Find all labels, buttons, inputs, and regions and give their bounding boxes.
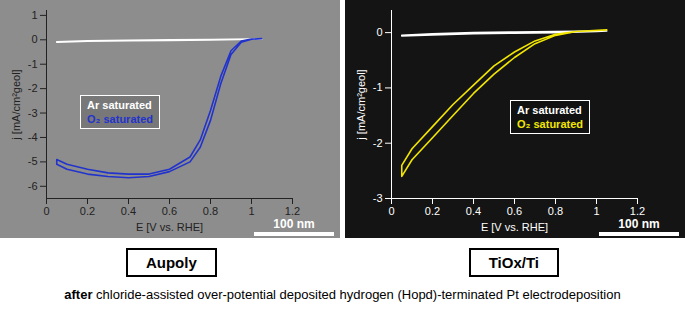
svg-text:-2: -2 — [373, 137, 383, 149]
svg-text:0: 0 — [43, 205, 49, 217]
svg-text:0.2: 0.2 — [425, 205, 440, 217]
svg-text:1: 1 — [248, 205, 254, 217]
svg-text:1: 1 — [31, 9, 37, 21]
svg-text:E [V vs. RHE]: E [V vs. RHE] — [481, 221, 548, 233]
svg-text:0.6: 0.6 — [162, 205, 177, 217]
svg-text:-1: -1 — [28, 58, 38, 70]
svg-text:0: 0 — [376, 26, 382, 38]
html-text:O₂ saturated: O₂ saturated — [517, 118, 583, 130]
svg-text:-1: -1 — [373, 81, 383, 93]
html-text:100 nm: 100 nm — [273, 217, 315, 231]
svg-text:E [V vs. RHE]: E [V vs. RHE] — [136, 221, 203, 233]
svg-text:j [mA/cm²geol]: j [mA/cm²geol] — [355, 69, 367, 140]
html-text:Aupoly: Aupoly — [146, 254, 197, 271]
svg-text:-4: -4 — [28, 131, 38, 143]
svg-text:0: 0 — [388, 205, 394, 217]
html-text:TiOx/Ti: TiOx/Ti — [488, 254, 539, 271]
svg-text:0.6: 0.6 — [507, 205, 522, 217]
svg-text:0: 0 — [31, 33, 37, 45]
svg-text:0.8: 0.8 — [203, 205, 218, 217]
html-text:Ar saturated: Ar saturated — [517, 104, 582, 116]
svg-text:1.2: 1.2 — [630, 205, 645, 217]
svg-text:j [mA/cm²geol]: j [mA/cm²geol] — [10, 69, 22, 140]
svg-text:0.8: 0.8 — [548, 205, 563, 217]
html-text:O₂ saturated: O₂ saturated — [87, 113, 153, 125]
svg-text:1.2: 1.2 — [285, 205, 300, 217]
svg-text:0.4: 0.4 — [121, 205, 136, 217]
svg-text:-3: -3 — [28, 107, 38, 119]
svg-text:0.4: 0.4 — [466, 205, 481, 217]
svg-text:-5: -5 — [28, 155, 38, 167]
html-text:Ar saturated: Ar saturated — [87, 99, 152, 111]
svg-text:-6: -6 — [28, 180, 38, 192]
svg-text:1: 1 — [593, 205, 599, 217]
svg-text:0.2: 0.2 — [80, 205, 95, 217]
svg-text:-2: -2 — [28, 82, 38, 94]
html-text:100 nm: 100 nm — [618, 217, 660, 231]
html-text:after chloride-assisted over-p: after chloride-assisted over-potential d… — [64, 287, 621, 302]
svg-text:-3: -3 — [373, 192, 383, 204]
